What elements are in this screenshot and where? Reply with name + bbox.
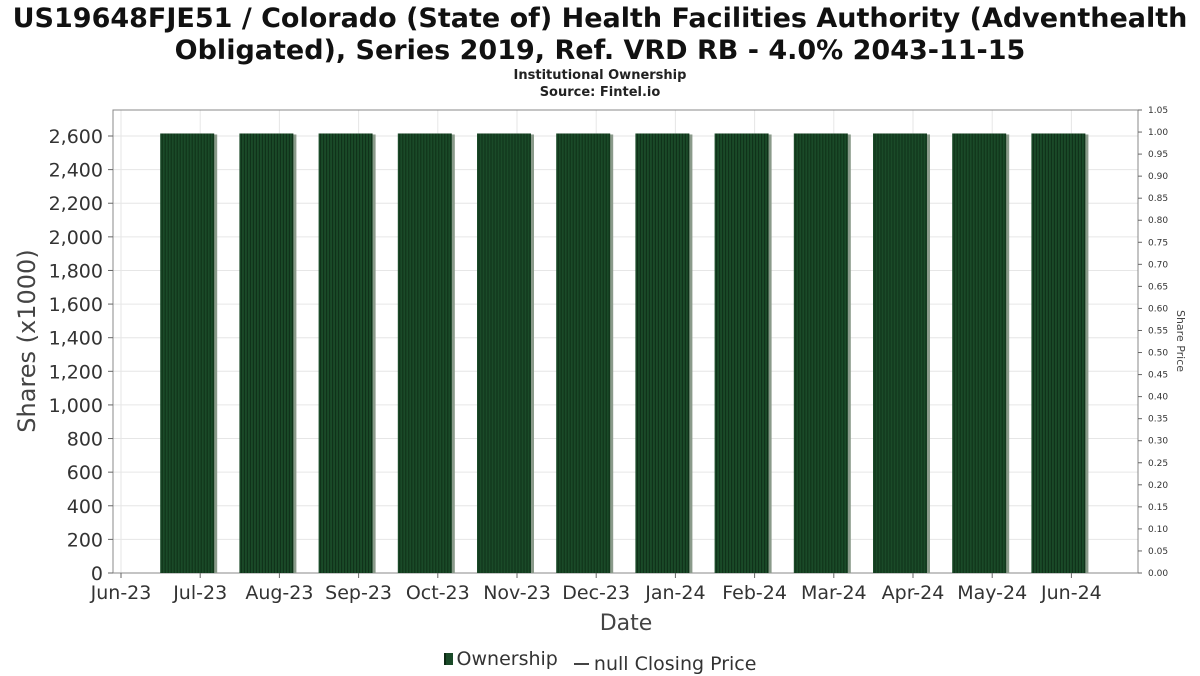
y-tick-label: 2,600 [49, 126, 103, 148]
ownership-swatch-icon [443, 653, 453, 665]
x-tick-label: Jun-24 [1040, 582, 1102, 604]
y2-tick-label: 0.65 [1148, 282, 1168, 292]
y2-tick-label: 0.25 [1148, 459, 1168, 469]
y-tick-label: 1,600 [49, 294, 103, 316]
y-tick-label: 400 [67, 496, 103, 518]
y-tick-label: 2,000 [49, 227, 103, 249]
x-tick-label: Sep-23 [325, 582, 392, 604]
x-tick-label: Oct-23 [406, 582, 470, 604]
y-tick-label: 0 [91, 563, 103, 585]
chart-legend: Ownership null Closing Price [0, 647, 1200, 676]
x-tick-label: Dec-23 [562, 582, 630, 604]
ownership-bar [239, 133, 297, 573]
y2-tick-label: 0.30 [1148, 437, 1168, 447]
chart-title-line-1: US19648FJE51 / Colorado (State of) Healt… [12, 3, 1188, 34]
y2-tick-label: 0.10 [1148, 525, 1168, 535]
ownership-bar [714, 133, 772, 573]
y-tick-label: 1,000 [49, 395, 103, 417]
legend-ownership: Ownership [443, 647, 558, 671]
ownership-bar [477, 133, 534, 573]
legend-ownership-label: Ownership [456, 648, 558, 670]
ownership-bar [1031, 133, 1089, 573]
x-tick-label: Nov-23 [483, 582, 551, 604]
legend-price-label: null Closing Price [593, 653, 757, 675]
y2-tick-label: 0.00 [1148, 569, 1168, 579]
y2-tick-label: 0.15 [1148, 503, 1168, 513]
ownership-bar [397, 133, 455, 573]
y-tick-label: 600 [67, 462, 103, 484]
y-tick-label: 1,400 [49, 328, 103, 350]
y2-tick-label: 0.75 [1148, 238, 1168, 248]
x-tick-label: Aug-23 [245, 582, 313, 604]
y-tick-label: 800 [67, 429, 103, 451]
y2-tick-label: 0.40 [1148, 393, 1168, 403]
y-tick-label: 1,200 [49, 361, 103, 383]
y2-tick-label: 0.35 [1148, 415, 1168, 425]
y-tick-label: 2,400 [49, 160, 103, 182]
x-tick-label: May-24 [957, 582, 1027, 604]
y-tick-label: 1,800 [49, 260, 103, 282]
x-tick-label: Jun-23 [90, 582, 152, 604]
y2-tick-label: 0.05 [1148, 547, 1168, 557]
y-axis-label: Shares (x1000) [13, 249, 41, 432]
y2-tick-label: 0.45 [1148, 371, 1168, 381]
x-tick-label: Feb-24 [722, 582, 787, 604]
y2-tick-label: 0.70 [1148, 260, 1168, 270]
x-axis-ticks: Jun-23 Jul-23 Aug-23 Sep-23 Oct-23 Nov-23 Dec-… [90, 573, 1102, 604]
y2-tick-label: 0.55 [1148, 326, 1168, 336]
right-y-axis-ticks: 0.00 0.05 0.10 0.15 0.20 0.25 0.30 0.35 0.40 0.45… [1138, 106, 1168, 579]
chart-subtitle: Institutional Ownership [513, 68, 687, 83]
x-tick-label: Jul-23 [172, 582, 227, 604]
y-tick-label: 200 [67, 529, 103, 551]
ownership-bar [952, 133, 1010, 573]
chart-title-line-2: Obligated), Series 2019, Ref. VRD RB - 4… [174, 35, 1026, 66]
y2-tick-label: 0.80 [1148, 216, 1168, 226]
legend-closing-price: null Closing Price [568, 652, 757, 676]
y-tick-label: 2,200 [49, 193, 103, 215]
y2-tick-label: 0.95 [1148, 150, 1168, 160]
y2-tick-label: 0.50 [1148, 349, 1168, 359]
ownership-bars [160, 133, 1089, 573]
y2-tick-label: 0.60 [1148, 304, 1168, 314]
ownership-bar [635, 133, 693, 573]
x-tick-label: Mar-24 [801, 582, 867, 604]
ownership-bar [793, 133, 851, 573]
chart-source: Source: Fintel.io [539, 85, 661, 100]
left-y-axis-ticks: 0 200 400 600 800 1,000 1,200 1,400 1,600 1,800 2,… [49, 126, 113, 585]
price-line-swatch-icon [573, 663, 589, 665]
y2-tick-label: 1.05 [1148, 106, 1168, 116]
y2-tick-label: 0.85 [1148, 194, 1168, 204]
ownership-bar [556, 133, 614, 573]
y2-tick-label: 1.00 [1148, 128, 1168, 138]
y2-tick-label: 0.90 [1148, 172, 1168, 182]
x-tick-label: Apr-24 [882, 582, 945, 604]
ownership-bar [873, 133, 930, 573]
ownership-bar [318, 133, 376, 573]
y2-tick-label: 0.20 [1148, 481, 1168, 491]
right-y-axis-label: Share Price [1174, 310, 1187, 372]
x-axis-label: Date [600, 611, 653, 636]
x-tick-label: Jan-24 [644, 582, 705, 604]
plot-area [112, 109, 1139, 574]
ownership-bar [160, 133, 218, 573]
